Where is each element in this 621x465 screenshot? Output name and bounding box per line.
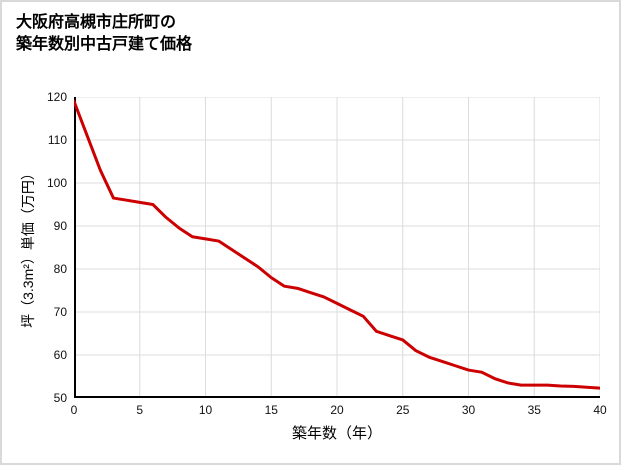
- y-axis-label: 坪（3.3m²）単価（万円）: [20, 166, 36, 328]
- x-tick-label: 20: [330, 403, 344, 417]
- y-tick-label: 70: [53, 305, 67, 319]
- y-tick-label: 80: [53, 262, 67, 276]
- x-tick-label: 40: [593, 403, 607, 417]
- y-tick-label: 90: [53, 219, 67, 233]
- y-tick-label: 50: [53, 391, 67, 405]
- price-line-series: [74, 99, 600, 390]
- x-axis-label: 築年数（年）: [291, 425, 383, 442]
- chart-title-line1: 大阪府高槻市庄所町の: [16, 14, 177, 31]
- x-tick-label: 0: [70, 403, 78, 417]
- y-tick-label: 100: [46, 176, 67, 190]
- x-tick-label: 15: [264, 403, 278, 417]
- x-tick-label: 35: [527, 403, 541, 417]
- y-tick-label: 60: [53, 348, 67, 362]
- x-tick-label: 10: [198, 403, 213, 417]
- chart-title-line2: 築年数別中古戸建て価格: [16, 36, 193, 54]
- x-tick-label: 5: [136, 403, 144, 417]
- y-tick-label: 110: [47, 133, 67, 147]
- y-tick-label: 120: [46, 90, 67, 104]
- chart-title: 大阪府高槻市庄所町の 築年数別中古戸建て価格: [16, 12, 192, 57]
- x-tick-label: 30: [461, 403, 476, 417]
- x-tick-label: 25: [396, 403, 410, 417]
- plot-area: [74, 97, 600, 398]
